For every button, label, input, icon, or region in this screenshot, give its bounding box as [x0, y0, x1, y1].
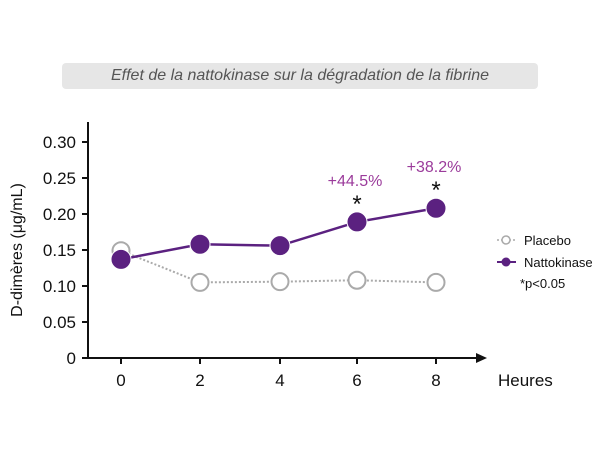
x-tick-label: 8 — [431, 371, 440, 390]
data-point-placebo — [270, 272, 290, 292]
significance-note: *p<0.05 — [520, 276, 565, 291]
x-axis-label: Heures — [498, 371, 553, 390]
x-tick-label: 4 — [275, 371, 284, 390]
y-tick-label: 0.15 — [43, 241, 76, 260]
data-point-placebo — [426, 272, 446, 292]
data-point-nattokinase — [425, 197, 447, 219]
y-tick-label: 0.05 — [43, 313, 76, 332]
chart-title: Effet de la nattokinase sur la dégradati… — [62, 63, 538, 89]
x-tick-label: 0 — [116, 371, 125, 390]
data-point-placebo — [347, 270, 367, 290]
significance-star: * — [431, 177, 440, 204]
data-point-nattokinase — [189, 233, 211, 255]
x-tick-label: 6 — [352, 371, 361, 390]
significance-star: * — [352, 191, 361, 218]
data-point-nattokinase — [110, 248, 132, 270]
x-axis-arrow — [476, 353, 487, 363]
percent-change-label: +44.5% — [328, 173, 383, 190]
data-point-nattokinase — [269, 235, 291, 257]
legend-marker-placebo — [501, 235, 511, 245]
x-tick-label: 2 — [195, 371, 204, 390]
y-tick-label: 0.10 — [43, 277, 76, 296]
legend-label-placebo: Placebo — [524, 233, 571, 248]
percent-change-label: +38.2% — [407, 159, 462, 176]
data-point-placebo — [190, 272, 210, 292]
y-tick-label: 0.30 — [43, 133, 76, 152]
legend-marker-nattokinase — [501, 257, 511, 267]
data-point-nattokinase — [346, 211, 368, 233]
legend-label-nattokinase: Nattokinase — [524, 255, 593, 270]
y-tick-label: 0 — [67, 349, 76, 368]
y-axis-label: D-dimères (μg/mL) — [9, 183, 26, 317]
y-tick-label: 0.20 — [43, 205, 76, 224]
y-tick-label: 0.25 — [43, 169, 76, 188]
